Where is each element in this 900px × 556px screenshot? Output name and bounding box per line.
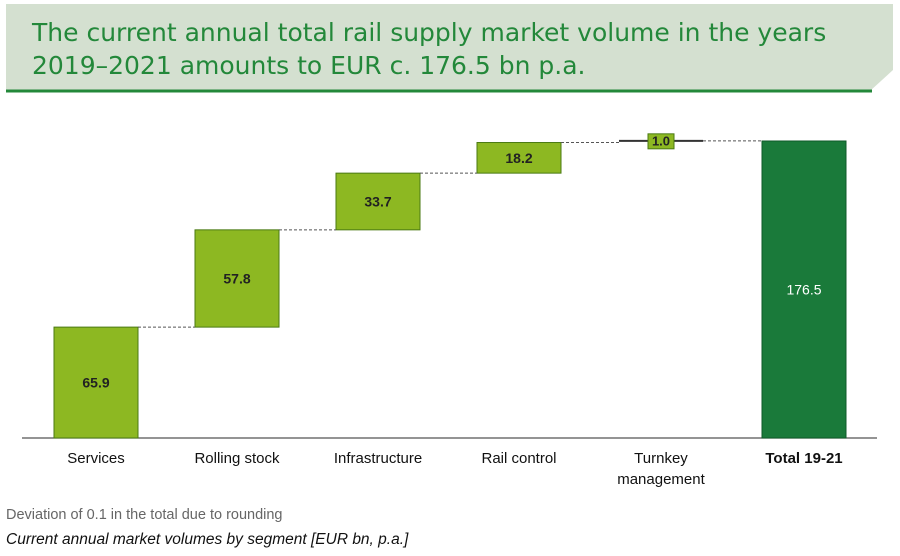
data-label-rail-control: 18.2: [505, 150, 532, 166]
category-label-turnkey-management: Turnkey: [634, 450, 688, 467]
category-label-infrastructure: Infrastructure: [334, 450, 422, 467]
data-label-rolling-stock: 57.8: [223, 270, 250, 286]
category-label-services: Services: [67, 450, 125, 467]
data-label-turnkey-management: 1.0: [652, 133, 670, 148]
page-title: The current annual total rail supply mar…: [32, 18, 827, 80]
bar-rail-control: [476, 142, 562, 174]
category-label-rolling-stock: Rolling stock: [194, 450, 280, 467]
category-label-rail-control: Rail control: [481, 450, 556, 467]
bar-total-19-21: [761, 140, 847, 439]
category-label-turnkey-management: management: [617, 471, 705, 488]
bar-rolling-stock: [194, 229, 280, 328]
data-label-total-19-21: 176.5: [786, 282, 821, 298]
category-label-total-19-21: Total 19-21: [765, 450, 842, 467]
bar-label-box-turnkey-management: [647, 133, 675, 150]
data-label-infrastructure: 33.7: [364, 193, 391, 209]
header-banner: [6, 4, 893, 93]
chart-caption: Current annual market volumes by segment…: [6, 531, 409, 548]
bar-infrastructure: [335, 172, 421, 231]
banner-background: [6, 4, 893, 91]
waterfall-chart: 65.9 Services 57.8 Rolling stock 33.7 Infrast…: [22, 133, 877, 488]
rounding-footnote: Deviation of 0.1 in the total due to rou…: [6, 507, 283, 523]
data-label-services: 65.9: [82, 375, 109, 391]
bar-services: [53, 326, 139, 439]
